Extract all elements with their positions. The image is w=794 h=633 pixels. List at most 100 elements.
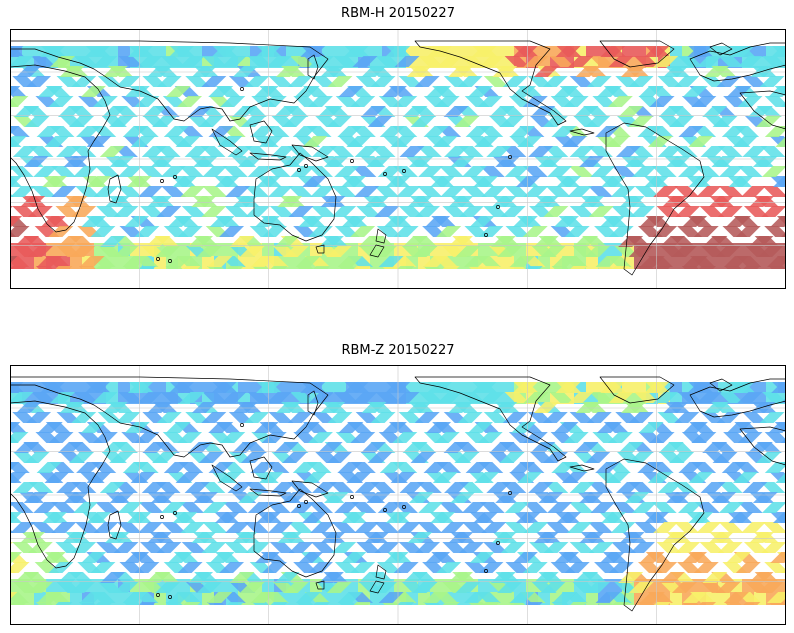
rbm-z-track-segment [600, 382, 626, 393]
rbm-h-track-segment [414, 76, 440, 87]
rbm-h-track-segment [732, 136, 758, 147]
rbm-h-track-segment [175, 266, 201, 269]
rbm-h-band-cell [70, 46, 82, 57]
rbm-h-coast-new-guinea [291, 144, 329, 162]
rbm-h-band-cell [598, 46, 610, 57]
rbm-h-track-segment [247, 56, 273, 67]
rbm-h-track-segment [764, 96, 786, 107]
rbm-z-track-segment [634, 392, 660, 403]
rbm-h-track-segment [62, 196, 88, 207]
rbm-h-track-segment [468, 86, 494, 97]
rbm-z-track-segment [245, 542, 271, 553]
rbm-z-band-cell [478, 579, 490, 592]
rbm-z-track-segment [458, 542, 484, 553]
rbm-h-band-cell [70, 256, 82, 269]
rbm-z-track-segment [483, 542, 509, 553]
rbm-z-track-segment [370, 412, 396, 423]
rbm-z-track-segment [288, 542, 314, 553]
rbm-h-track-segment [300, 46, 326, 57]
rbm-h-track-segment [115, 76, 141, 87]
rbm-h-track-segment [561, 136, 587, 147]
rbm-h-track-segment [743, 206, 769, 217]
rbm-z-track-segment [634, 522, 660, 533]
rbm-z-track-segment [252, 602, 278, 605]
rbm-z-track-segment [728, 512, 754, 523]
rbm-h-track-segment [394, 56, 420, 67]
rbm-h-track-segment [728, 176, 754, 187]
rbm-z-track-segment [632, 502, 658, 513]
rbm-h-coast-north-america [414, 40, 567, 126]
rbm-z-track-segment [599, 552, 625, 563]
rbm-z-track-segment [141, 482, 167, 493]
rbm-h-track-segment [261, 96, 287, 107]
rbm-h-track-segment [473, 176, 499, 187]
rbm-z-track-segment [762, 392, 786, 403]
rbm-z-track-segment [724, 602, 750, 605]
rbm-h-coast-australia [253, 152, 337, 242]
rbm-z-track-segment [109, 452, 135, 463]
rbm-h-track-segment [113, 246, 139, 257]
rbm-z-track-segment [457, 412, 483, 423]
rbm-z-track-segment [764, 432, 786, 443]
rbm-h-track-segment [95, 166, 121, 177]
rbm-h-coast-island [168, 259, 172, 263]
rbm-h-track-segment [385, 176, 411, 187]
rbm-z-track-segment [10, 502, 34, 513]
rbm-h-coast-madagascar [107, 174, 122, 204]
rbm-h-track-segment [675, 206, 701, 217]
rbm-h-track-segment [569, 146, 595, 157]
rbm-z-track-segment [130, 602, 156, 605]
rbm-h-track-segment [454, 116, 480, 127]
rbm-h-track-segment [33, 166, 59, 177]
rbm-h-band-cell [778, 243, 786, 256]
rbm-z-track-segment [14, 442, 40, 453]
rbm-z-track-segment [47, 602, 73, 605]
rbm-z-track-segment [717, 542, 743, 553]
rbm-h-track-segment [568, 166, 594, 177]
rbm-h-track-segment [383, 216, 409, 227]
rbm-h-track-segment [102, 66, 128, 77]
rbm-z-track-segment [515, 512, 541, 523]
rbm-z-track-segment [229, 572, 255, 583]
rbm-z-track-segment [10, 552, 23, 563]
rbm-z-track-segment [611, 542, 637, 553]
rbm-z-track-segment [247, 502, 273, 513]
rbm-h-track-segment [229, 236, 255, 247]
rbm-h-track-segment [270, 146, 296, 157]
rbm-h-track-segment [569, 76, 595, 87]
rbm-z-track-segment [540, 582, 566, 593]
rbm-h-track-segment [232, 196, 258, 207]
rbm-h-track-segment [522, 96, 548, 107]
rbm-h-track-segment [443, 106, 469, 117]
rbm-z-track-segment [221, 392, 247, 403]
rbm-z-track-segment [227, 482, 253, 493]
rbm-h-track-segment [86, 176, 112, 187]
rbm-z-track-segment [381, 602, 407, 605]
rbm-h-band-cell [370, 256, 382, 269]
rbm-z-band-cell [622, 393, 634, 404]
rbm-h-track-segment [252, 266, 278, 269]
rbm-z-track-segment [307, 432, 333, 443]
rbm-z-track-segment [214, 512, 240, 523]
rbm-h-track-segment [305, 266, 331, 269]
rbm-z-coast-indonesia-1 [211, 464, 243, 492]
rbm-z-track-segment [567, 522, 593, 533]
rbm-z-track-segment [551, 602, 577, 605]
rbm-z-track-segment [509, 592, 535, 603]
rbm-h-track-segment [392, 96, 418, 107]
rbm-z-track-segment [718, 392, 744, 403]
rbm-h-track-segment [553, 216, 579, 227]
rbm-h-track-segment [479, 56, 505, 67]
rbm-h-track-segment [416, 146, 442, 157]
rbm-h-track-segment [59, 66, 85, 77]
rbm-h-track-segment [407, 196, 433, 207]
rbm-z-track-segment [468, 602, 494, 605]
rbm-h-track-segment [220, 96, 246, 107]
rbm-h-track-segment [474, 136, 500, 147]
rbm-z-track-segment [10, 512, 23, 523]
rbm-h-track-segment [375, 56, 401, 67]
rbm-h-track-segment [337, 126, 363, 137]
rbm-z-track-segment [187, 442, 213, 453]
rbm-z-track-segment [674, 522, 700, 533]
rbm-h-track-segment [658, 106, 684, 117]
